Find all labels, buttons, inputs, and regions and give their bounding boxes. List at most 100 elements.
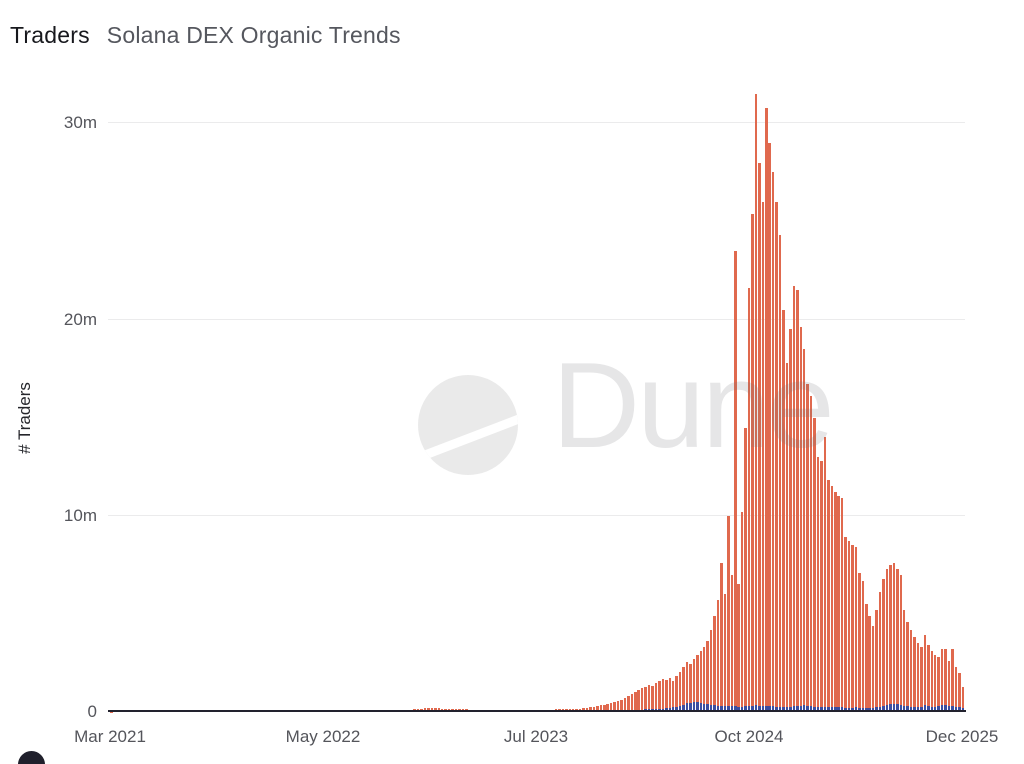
x-tick-label: Jul 2023 — [503, 727, 569, 746]
y-tick-label: 20m — [63, 309, 97, 329]
bar-red — [854, 547, 858, 712]
bar-red — [858, 572, 861, 712]
bar-blue — [916, 706, 920, 712]
bar-red — [640, 688, 644, 712]
bar-red — [861, 580, 865, 712]
bar-red — [820, 460, 823, 712]
bar-red — [689, 663, 692, 712]
bar-blue — [878, 706, 882, 712]
bar-red — [720, 562, 723, 712]
bar-blue — [947, 706, 951, 712]
bar-red — [761, 201, 765, 712]
bar-red — [865, 604, 868, 712]
bar-red — [923, 635, 927, 712]
bar-blue — [802, 705, 806, 712]
bar-red — [830, 486, 834, 712]
bar-red — [609, 703, 613, 712]
bar-red — [944, 649, 947, 712]
bar-blue — [806, 705, 809, 712]
bar-red — [740, 511, 744, 712]
bar-blue — [671, 707, 675, 712]
bar-blue — [961, 707, 965, 712]
bar-red — [682, 666, 685, 712]
x-axis-line — [108, 710, 966, 712]
bar-red — [696, 655, 699, 712]
bar-blue — [944, 705, 947, 712]
bar-red — [961, 686, 965, 712]
bar-red — [634, 692, 637, 712]
bar-red — [613, 702, 616, 712]
bar-blue — [854, 707, 858, 712]
bar-red — [840, 498, 844, 712]
bar-red — [716, 600, 720, 712]
bar-blue — [789, 706, 792, 712]
bar-blue — [840, 707, 844, 712]
bar-blue — [913, 706, 916, 712]
bar-red — [685, 661, 689, 712]
bar-blue — [775, 706, 778, 712]
bar-red — [713, 615, 716, 712]
bar-blue — [778, 706, 782, 712]
bar-blue — [827, 706, 830, 712]
bar-red — [892, 562, 896, 712]
bar-red — [644, 686, 647, 712]
bar-red — [651, 685, 654, 712]
y-tick-label: 30m — [63, 113, 97, 133]
bar-blue — [696, 702, 699, 712]
bar-red — [730, 574, 734, 712]
bar-blue — [730, 706, 734, 712]
bar-blue — [816, 706, 820, 712]
bar-blue — [844, 707, 847, 712]
x-tick-label: Oct 2024 — [714, 727, 784, 746]
bar-blue — [785, 706, 789, 712]
bar-red — [727, 515, 730, 712]
bar-red — [702, 647, 706, 712]
bar-red — [778, 235, 782, 712]
bar-blue — [761, 705, 765, 712]
bar-red — [806, 384, 809, 712]
bar-blue — [699, 702, 703, 712]
bar-blue — [906, 706, 909, 712]
bar-red — [802, 349, 806, 712]
bar-blue — [754, 705, 758, 712]
bar-blue — [927, 706, 930, 712]
bar-red — [868, 615, 871, 712]
bar-red — [940, 649, 944, 712]
bar-red — [430, 707, 434, 712]
bar-red — [889, 564, 892, 712]
bar-red — [765, 107, 768, 712]
bar-blue — [727, 705, 730, 712]
bar-red — [661, 678, 665, 712]
bar-blue — [685, 703, 689, 712]
bar-red — [706, 641, 709, 712]
bar-blue — [820, 706, 823, 712]
bar-red — [723, 594, 727, 712]
bar-red — [902, 609, 906, 712]
bar-blue — [709, 704, 713, 712]
gridline — [108, 122, 965, 124]
bar-blue — [837, 707, 840, 712]
bar-red — [692, 659, 696, 712]
bar-blue — [933, 706, 937, 712]
bar-blue — [771, 706, 775, 712]
bar-red — [799, 327, 803, 712]
bar-red — [785, 362, 789, 712]
bar-red — [796, 290, 799, 712]
bar-red — [916, 643, 920, 712]
bar-blue — [892, 703, 896, 712]
bar-red — [837, 496, 840, 712]
bar-blue — [937, 706, 940, 712]
bar-red — [596, 705, 599, 712]
bar-red — [675, 675, 678, 712]
bar-red — [585, 707, 589, 712]
bar-red — [782, 309, 785, 712]
bar-red — [958, 672, 961, 712]
bar-blue — [951, 705, 954, 712]
bar-blue — [744, 706, 747, 712]
bar-red — [933, 655, 937, 712]
bar-blue — [823, 706, 827, 712]
bar-red — [775, 201, 778, 712]
plot-area — [108, 90, 965, 712]
bar-red — [871, 625, 875, 712]
bar-red — [589, 707, 592, 712]
